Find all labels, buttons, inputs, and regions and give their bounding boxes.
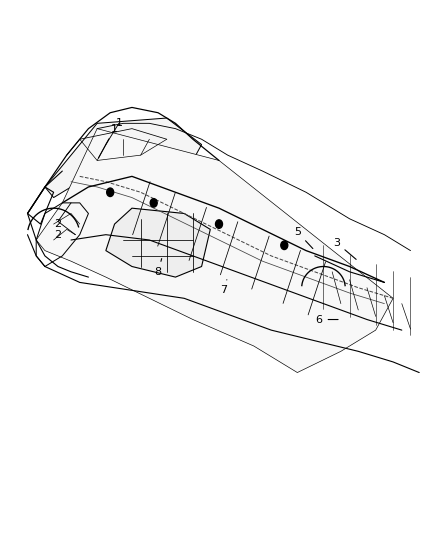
Polygon shape — [45, 118, 201, 198]
Text: 2: 2 — [54, 230, 61, 240]
Polygon shape — [106, 208, 210, 277]
Text: 8: 8 — [155, 259, 162, 277]
Circle shape — [215, 220, 223, 228]
Polygon shape — [36, 128, 393, 373]
Text: 6: 6 — [316, 314, 338, 325]
Circle shape — [150, 199, 157, 207]
Text: 2: 2 — [54, 219, 61, 229]
Circle shape — [107, 188, 114, 197]
Circle shape — [281, 241, 288, 249]
Text: 1: 1 — [115, 118, 122, 128]
Text: 1: 1 — [99, 124, 118, 158]
Text: 7: 7 — [220, 280, 227, 295]
Text: 3: 3 — [333, 238, 356, 260]
Text: 5: 5 — [294, 227, 313, 248]
